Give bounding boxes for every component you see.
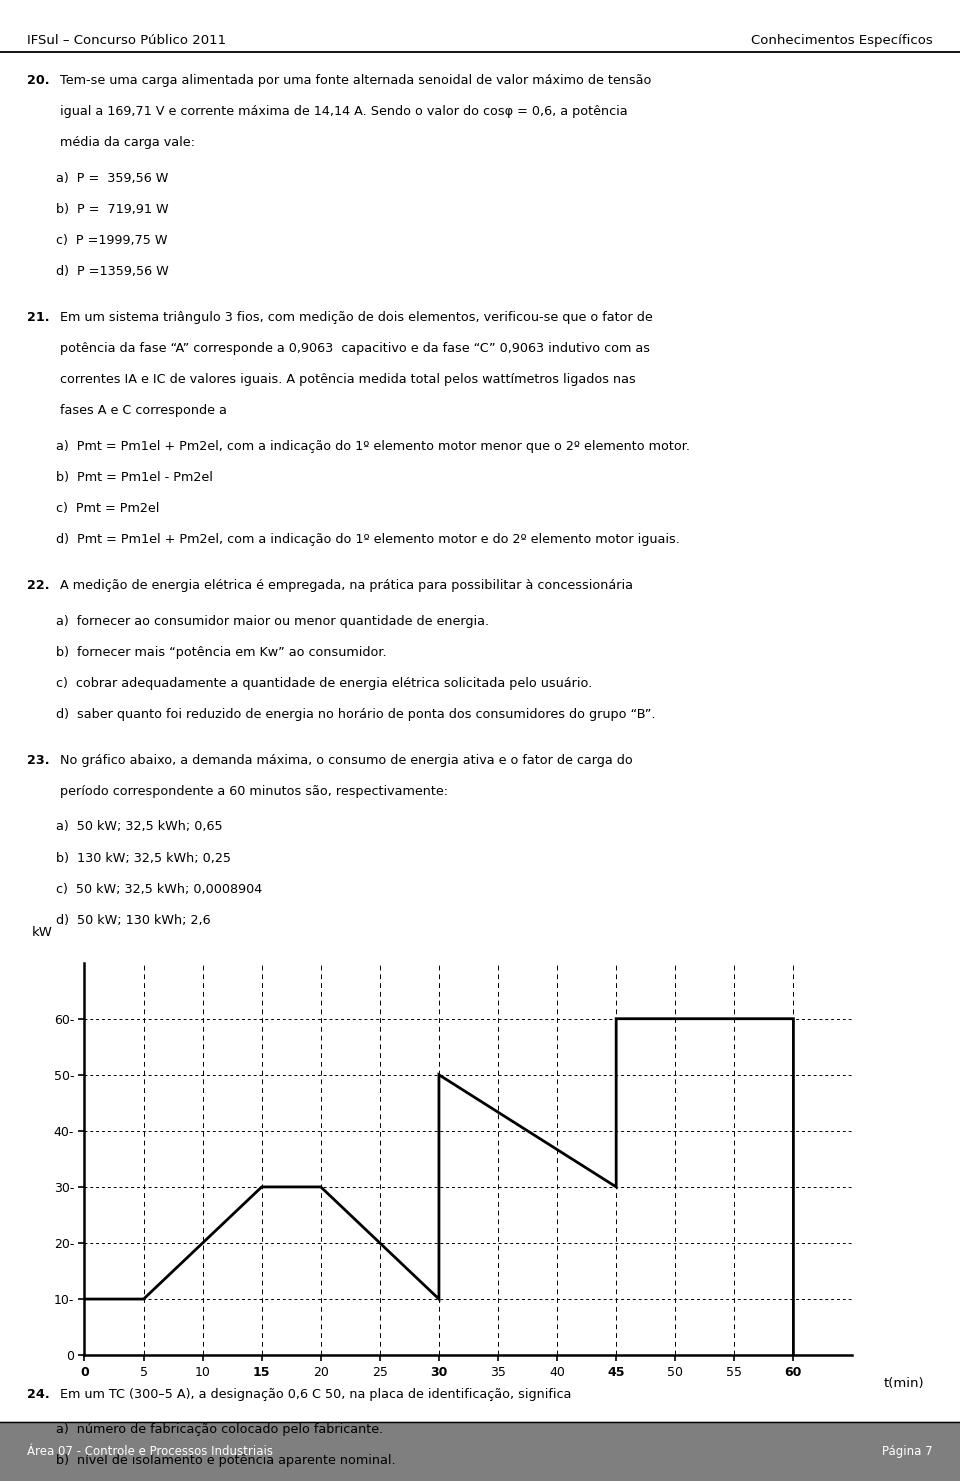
Text: d)  P =1359,56 W: d) P =1359,56 W [56, 265, 168, 278]
Text: b)  P =  719,91 W: b) P = 719,91 W [56, 203, 168, 216]
Text: média da carga vale:: média da carga vale: [60, 136, 195, 150]
Text: igual a 169,71 V e corrente máxima de 14,14 A. Sendo o valor do cosφ = 0,6, a po: igual a 169,71 V e corrente máxima de 14… [60, 105, 627, 118]
Text: c)  P =1999,75 W: c) P =1999,75 W [56, 234, 167, 247]
Text: Tem-se uma carga alimentada por uma fonte alternada senoidal de valor máximo de : Tem-se uma carga alimentada por uma font… [60, 74, 651, 87]
Text: A medição de energia elétrica é empregada, na prática para possibilitar à conces: A medição de energia elétrica é empregad… [60, 579, 633, 592]
Text: t(min): t(min) [883, 1377, 924, 1389]
Text: c)  cobrar adequadamente a quantidade de energia elétrica solicitada pelo usuári: c) cobrar adequadamente a quantidade de … [56, 677, 592, 690]
Text: b)  fornecer mais “potência em Kw” ao consumidor.: b) fornecer mais “potência em Kw” ao con… [56, 646, 386, 659]
Text: No gráfico abaixo, a demanda máxima, o consumo de energia ativa e o fator de car: No gráfico abaixo, a demanda máxima, o c… [60, 754, 633, 767]
Text: 22.: 22. [27, 579, 49, 592]
Text: b)  Pmt = Pm1el - Pm2el: b) Pmt = Pm1el - Pm2el [56, 471, 212, 484]
Text: a)  número de fabricação colocado pelo fabricante.: a) número de fabricação colocado pelo fa… [56, 1423, 383, 1437]
Text: Página 7: Página 7 [882, 1445, 933, 1457]
Text: Em um TC (300–5 A), a designação 0,6 C 50, na placa de identificação, significa: Em um TC (300–5 A), a designação 0,6 C 5… [60, 1388, 571, 1401]
Text: a)  P =  359,56 W: a) P = 359,56 W [56, 172, 168, 185]
Text: IFSul – Concurso Público 2011: IFSul – Concurso Público 2011 [27, 34, 226, 47]
Text: potência da fase “A” corresponde a 0,9063  capacitivo e da fase “C” 0,9063 indut: potência da fase “A” corresponde a 0,906… [60, 342, 650, 355]
Text: c)  50 kW; 32,5 kWh; 0,0008904: c) 50 kW; 32,5 kWh; 0,0008904 [56, 883, 262, 896]
Text: a)  fornecer ao consumidor maior ou menor quantidade de energia.: a) fornecer ao consumidor maior ou menor… [56, 615, 489, 628]
Text: d)  Pmt = Pm1el + Pm2el, com a indicação do 1º elemento motor e do 2º elemento m: d) Pmt = Pm1el + Pm2el, com a indicação … [56, 533, 680, 546]
Text: Conhecimentos Específicos: Conhecimentos Específicos [752, 34, 933, 47]
Text: 20.: 20. [27, 74, 49, 87]
Text: 23.: 23. [27, 754, 49, 767]
Text: d)  50 kW; 130 kWh; 2,6: d) 50 kW; 130 kWh; 2,6 [56, 914, 210, 927]
Text: b)  nível de isolamento e potência aparente nominal.: b) nível de isolamento e potência aparen… [56, 1454, 396, 1468]
Text: kW: kW [32, 926, 53, 939]
Text: fases A e C corresponde a: fases A e C corresponde a [60, 404, 227, 418]
Text: período correspondente a 60 minutos são, respectivamente:: período correspondente a 60 minutos são,… [60, 785, 447, 798]
Text: a)  Pmt = Pm1el + Pm2el, com a indicação do 1º elemento motor menor que o 2º ele: a) Pmt = Pm1el + Pm2el, com a indicação … [56, 440, 689, 453]
Text: a)  50 kW; 32,5 kWh; 0,65: a) 50 kW; 32,5 kWh; 0,65 [56, 820, 223, 834]
Text: correntes IA e IC de valores iguais. A potência medida total pelos wattímetros l: correntes IA e IC de valores iguais. A p… [60, 373, 636, 387]
Text: 21.: 21. [27, 311, 49, 324]
Text: Em um sistema triângulo 3 fios, com medição de dois elementos, verificou-se que : Em um sistema triângulo 3 fios, com medi… [60, 311, 652, 324]
Text: b)  130 kW; 32,5 kWh; 0,25: b) 130 kW; 32,5 kWh; 0,25 [56, 852, 230, 865]
Text: 24.: 24. [27, 1388, 50, 1401]
Text: Área 07 - Controle e Processos Industriais: Área 07 - Controle e Processos Industria… [27, 1445, 273, 1457]
Text: d)  saber quanto foi reduzido de energia no horário de ponta dos consumidores do: d) saber quanto foi reduzido de energia … [56, 708, 655, 721]
Text: c)  Pmt = Pm2el: c) Pmt = Pm2el [56, 502, 159, 515]
